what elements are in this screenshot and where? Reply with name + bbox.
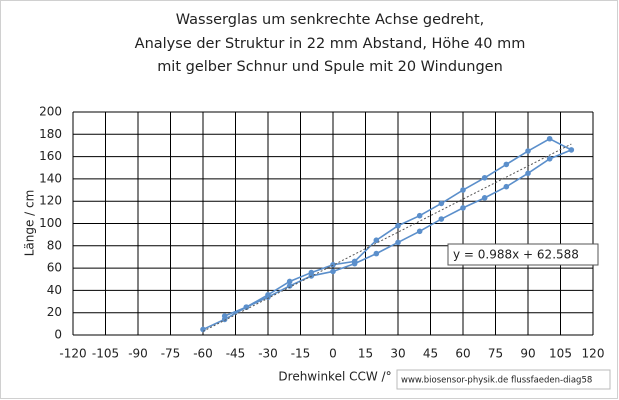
trendline-equation: y = 0.988x + 62.588 — [453, 248, 579, 262]
data-point — [286, 283, 293, 289]
x-tick-label: 45 — [423, 347, 438, 361]
x-tick-label: -45 — [226, 347, 246, 361]
data-point — [438, 216, 445, 222]
data-point — [416, 228, 423, 235]
x-tick-label: -15 — [291, 347, 311, 361]
x-tick-label: 30 — [390, 347, 405, 361]
data-point — [416, 212, 423, 219]
series-line — [202, 137, 574, 331]
x-tick-label: -90 — [128, 347, 148, 361]
y-tick-label: 60 — [47, 261, 62, 275]
data-point — [525, 148, 531, 154]
y-tick-label: 160 — [39, 149, 62, 163]
data-point — [221, 313, 228, 319]
data-point — [503, 161, 510, 168]
data-point — [546, 156, 553, 162]
equation-box — [447, 243, 599, 266]
y-tick-label: 140 — [39, 171, 62, 185]
y-tick-label: 120 — [39, 194, 62, 208]
data-point — [568, 147, 575, 153]
data-point — [330, 261, 336, 268]
x-tick-label: -75 — [161, 347, 181, 361]
data-point — [503, 183, 510, 190]
x-tick-label: 60 — [455, 347, 470, 361]
chart-title: mit gelber Schnur und Spule mit 20 Windu… — [157, 59, 503, 75]
x-tick-label: 15 — [358, 347, 373, 361]
y-axis-label: Länge / cm — [23, 190, 37, 257]
y-tick-label: 200 — [39, 105, 62, 119]
data-point — [330, 268, 336, 275]
data-point — [351, 258, 358, 265]
data-point — [265, 292, 271, 298]
y-tick-label: 0 — [54, 328, 62, 342]
data-point — [286, 278, 293, 285]
y-tick-label: 100 — [39, 216, 62, 230]
data-point — [373, 237, 380, 244]
watermark-box — [396, 369, 611, 390]
y-tick-label: 180 — [39, 127, 62, 141]
y-tick-label: 20 — [47, 305, 62, 319]
x-tick-label: -120 — [59, 347, 86, 361]
data-point — [243, 304, 250, 310]
data-point — [395, 239, 401, 246]
watermark: www.biosensor-physik.de flussfaeden-diag… — [401, 376, 592, 386]
data-point — [525, 170, 531, 177]
trendline — [202, 143, 572, 332]
x-tick-label: 75 — [488, 347, 503, 361]
chart-title: Analyse der Struktur in 22 mm Abstand, H… — [135, 36, 526, 52]
y-tick-label: 80 — [47, 238, 62, 252]
x-tick-label: -60 — [193, 347, 213, 361]
x-tick-label: -30 — [258, 347, 278, 361]
data-point — [481, 174, 488, 181]
x-tick-label: 120 — [582, 347, 605, 361]
x-axis-label: Drehwinkel CCW /° — [278, 370, 391, 384]
x-tick-label: 105 — [549, 347, 572, 361]
chart-title: Wasserglas um senkrechte Achse gedreht, — [176, 12, 485, 28]
data-point — [438, 200, 445, 207]
data-point — [460, 187, 466, 193]
data-point — [460, 205, 466, 211]
y-tick-label: 40 — [47, 283, 62, 297]
data-point — [395, 222, 401, 229]
data-point — [481, 195, 488, 201]
data-point — [546, 135, 553, 142]
data-point — [308, 269, 315, 276]
x-tick-label: 90 — [520, 347, 535, 361]
x-tick-label: 0 — [329, 347, 337, 361]
data-point — [373, 250, 380, 257]
x-tick-label: -105 — [92, 347, 119, 361]
data-point — [200, 326, 206, 333]
